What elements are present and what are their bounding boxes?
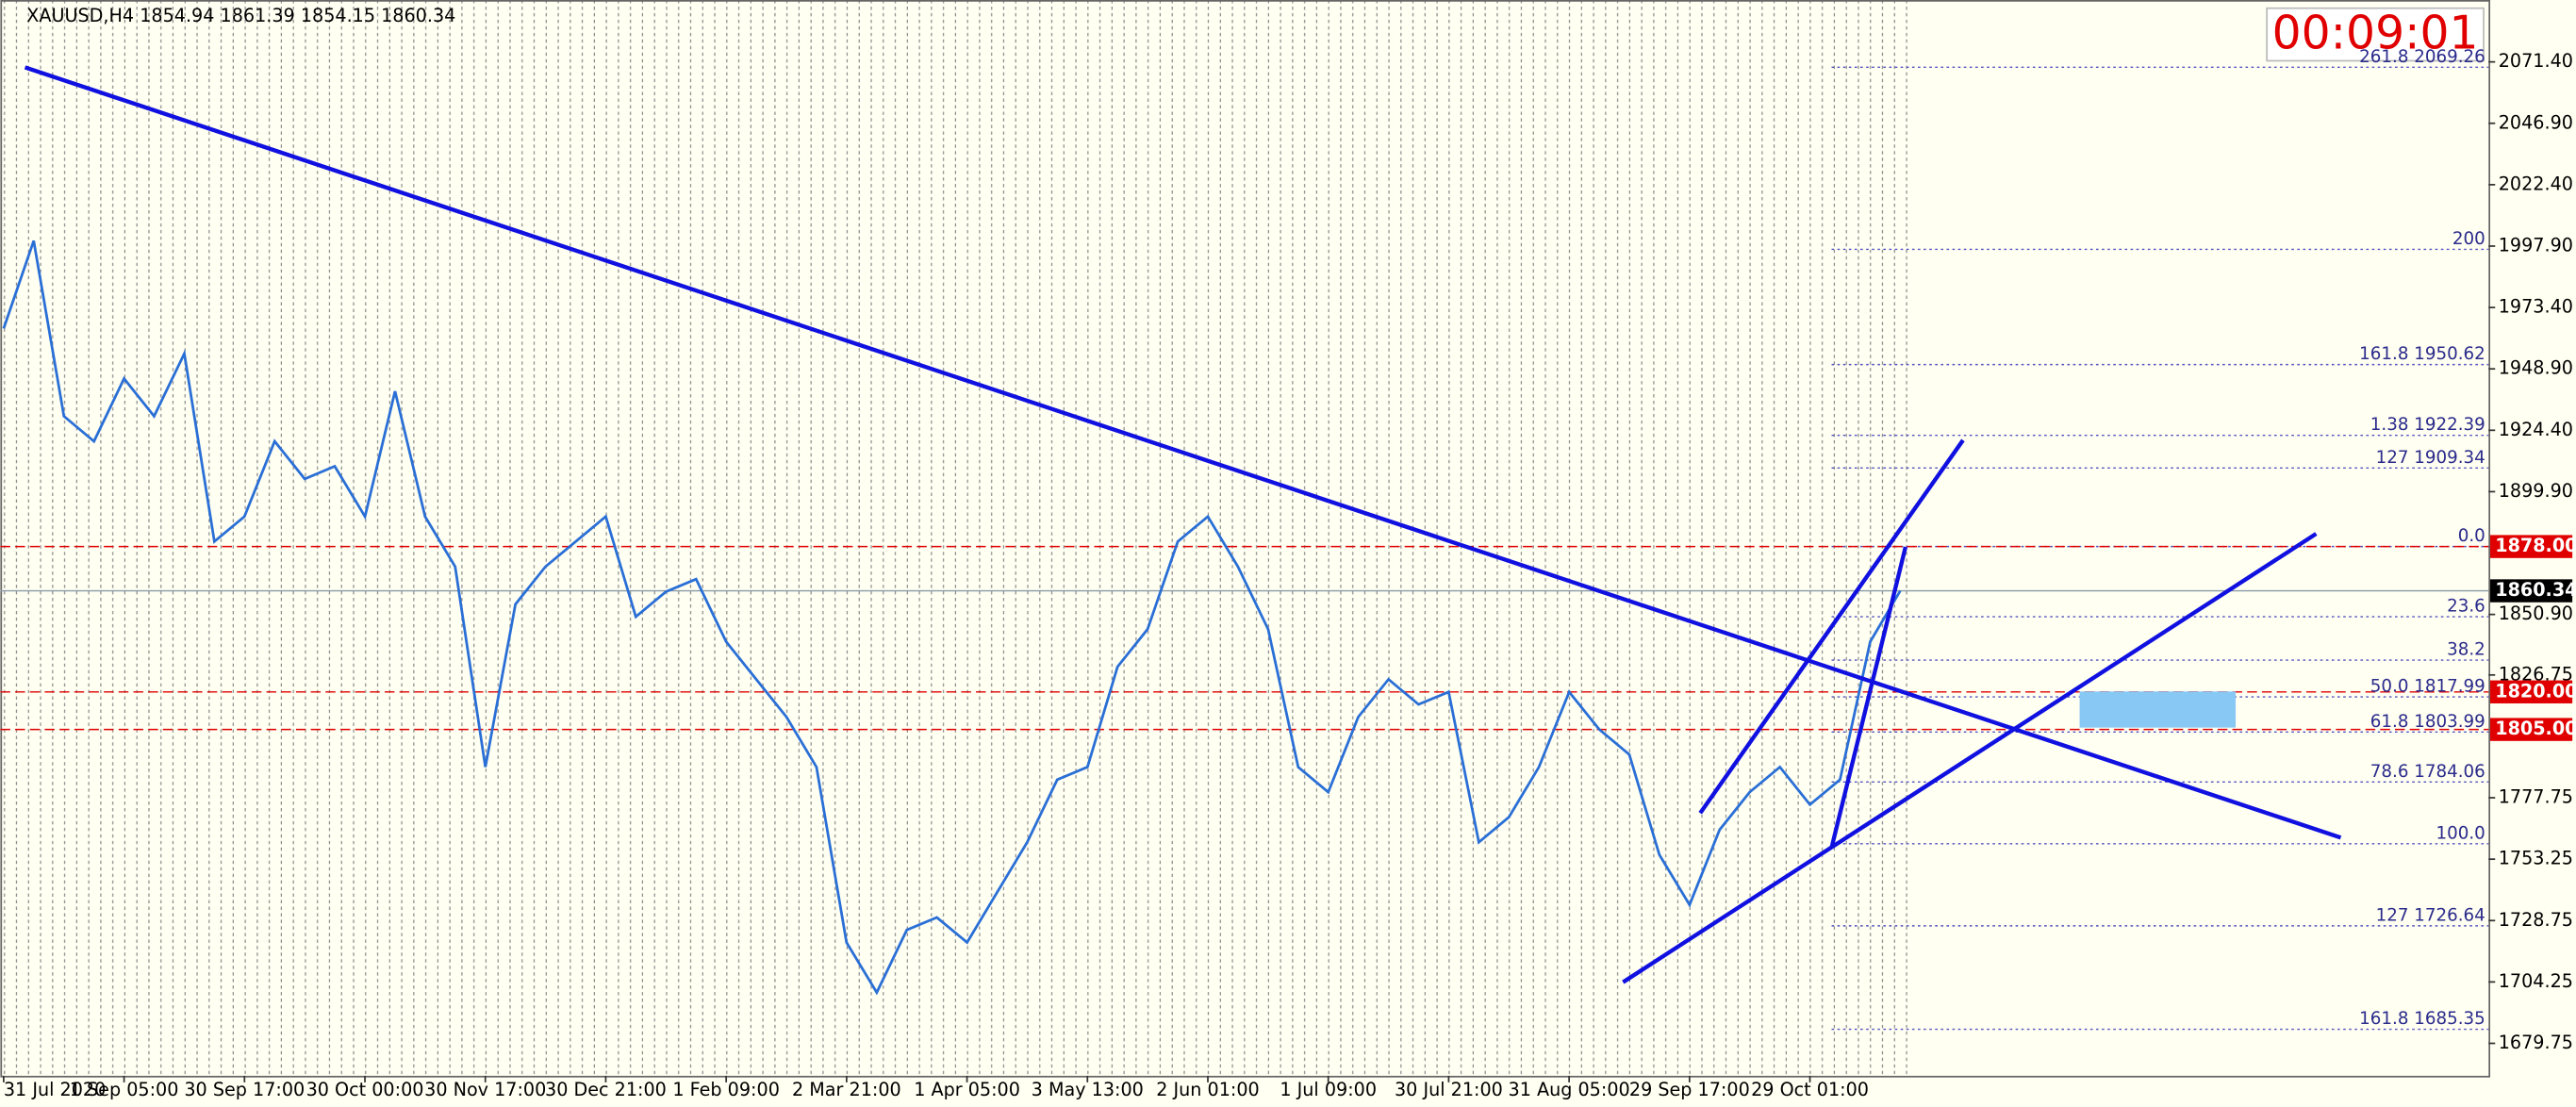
price-line-series xyxy=(2,240,1902,996)
x-tick-label: 30 Nov 17:00 xyxy=(424,1079,546,1100)
y-tick-label: 2022.40 xyxy=(2499,173,2573,194)
channel-line xyxy=(1622,532,2318,984)
y-tick-label: 1899.90 xyxy=(2499,480,2573,502)
x-tick-label: 1 Sep 05:00 xyxy=(70,1079,179,1100)
fib-label: 127 1909.34 xyxy=(2376,448,2485,468)
x-tick-label: 1 Apr 05:00 xyxy=(914,1079,1020,1100)
x-tick-label: 1 Feb 09:00 xyxy=(672,1079,780,1100)
y-tick-label: 1753.25 xyxy=(2499,848,2573,869)
y-tick-label: 1728.75 xyxy=(2499,909,2573,931)
timer-box xyxy=(2266,7,2485,62)
trend-line xyxy=(24,65,2342,840)
x-tick-label: 3 May 13:00 xyxy=(1032,1079,1144,1100)
y-tick-label: 1704.25 xyxy=(2499,970,2573,992)
x-tick-label: 30 Jul 21:00 xyxy=(1395,1079,1503,1100)
channel-line xyxy=(1698,438,1965,815)
x-tick-label: 29 Sep 17:00 xyxy=(1629,1079,1750,1100)
wave-line xyxy=(1829,546,1908,849)
period-separators xyxy=(0,0,1909,1076)
x-tick-label: 2 Mar 21:00 xyxy=(792,1079,901,1100)
price-tag-label: 1860.34 xyxy=(2495,579,2576,601)
y-tick-label: 2071.40 xyxy=(2499,50,2573,72)
fib-label: 38.2 xyxy=(2447,640,2485,660)
price-tag-label: 1878.00 xyxy=(2495,535,2576,556)
y-tick-label: 1679.75 xyxy=(2499,1032,2573,1053)
y-tick-label: 1948.90 xyxy=(2499,357,2573,379)
price-tag xyxy=(2490,579,2573,603)
y-tick-label: 1777.75 xyxy=(2499,786,2573,808)
y-tick-label: 1997.90 xyxy=(2499,234,2573,256)
fib-label: 161.8 1950.62 xyxy=(2359,344,2485,364)
x-tick-label: 2 Jun 01:00 xyxy=(1156,1079,1260,1100)
x-tick-label: 30 Sep 17:00 xyxy=(184,1079,305,1100)
price-tag xyxy=(2490,535,2573,558)
symbol-header: XAUUSD,H4 1854.94 1861.39 1854.15 1860.3… xyxy=(26,5,455,26)
fib-label: 0.0 xyxy=(2458,526,2485,546)
fib-label: 100.0 xyxy=(2436,823,2485,843)
price-tag xyxy=(2490,718,2573,741)
y-tick-label: 1924.40 xyxy=(2499,419,2573,440)
x-tick-label: 29 Oct 01:00 xyxy=(1751,1079,1869,1100)
price-tag xyxy=(2490,680,2573,703)
x-tick-label: 31 Jul 2020 xyxy=(4,1079,106,1100)
fib-label: 78.6 1784.06 xyxy=(2370,762,2485,782)
y-tick-label: 1973.40 xyxy=(2499,296,2573,318)
zone-rect xyxy=(2079,691,2237,728)
fib-label: 50.0 1817.99 xyxy=(2370,677,2485,697)
fib-label: 261.8 2069.26 xyxy=(2359,47,2485,67)
y-tick-label: 1850.90 xyxy=(2499,603,2573,624)
y-tick-label: 1826.75 xyxy=(2499,663,2573,685)
y-tick-label: 2046.90 xyxy=(2499,111,2573,133)
fib-label: 161.8 1685.35 xyxy=(2359,1009,2485,1029)
fib-label: 1.38 1922.39 xyxy=(2370,415,2485,435)
x-tick-label: 1 Jul 09:00 xyxy=(1280,1079,1377,1100)
x-tick-label: 30 Dec 21:00 xyxy=(545,1079,667,1100)
plot-frame xyxy=(0,0,2491,1078)
fib-label: 127 1726.64 xyxy=(2376,905,2485,925)
price-tag-label: 1820.00 xyxy=(2495,680,2576,702)
x-tick-label: 31 Aug 05:00 xyxy=(1509,1079,1630,1100)
price-tag-label: 1805.00 xyxy=(2495,718,2576,739)
timer: 00:09:01 xyxy=(2272,6,2479,59)
fib-label: 200 xyxy=(2452,229,2485,249)
fib-label: 23.6 xyxy=(2447,597,2485,617)
x-tick-label: 30 Oct 00:00 xyxy=(306,1079,424,1100)
fib-label: 61.8 1803.99 xyxy=(2370,712,2485,732)
